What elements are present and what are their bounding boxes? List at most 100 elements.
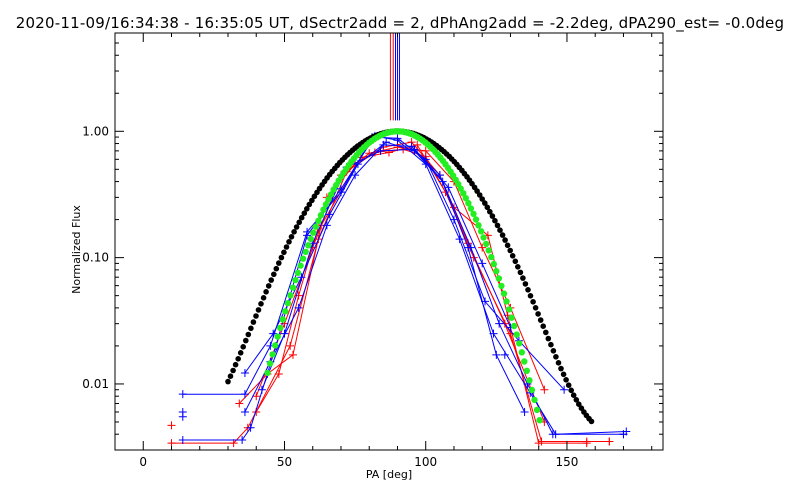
x-tick-label: 0 bbox=[139, 455, 147, 469]
black-fit-dot-21 bbox=[278, 254, 285, 261]
green-fit-dot-102 bbox=[523, 367, 530, 374]
green-fit-dot-12 bbox=[294, 269, 302, 276]
data-point-blue-2-1 bbox=[238, 435, 247, 444]
black-fit-dot-122 bbox=[535, 311, 541, 317]
black-fit-dot-19 bbox=[273, 265, 280, 272]
data-point-blue-4-2 bbox=[294, 303, 303, 312]
black-fit-dot-110 bbox=[504, 242, 511, 249]
vertical-markers-layer bbox=[389, 33, 400, 121]
green-fit-dot-77 bbox=[460, 190, 467, 197]
green-fit-dot-16 bbox=[305, 242, 312, 249]
black-fit-dot-127 bbox=[548, 341, 554, 348]
green-fit-dot-79 bbox=[465, 200, 472, 207]
black-fit-dot-28 bbox=[296, 219, 303, 226]
black-fit-dot-1 bbox=[227, 373, 234, 380]
green-fit-dot-2 bbox=[269, 351, 276, 358]
green-fit-dot-83 bbox=[475, 222, 482, 229]
green-fit-dot-15 bbox=[302, 248, 309, 256]
black-fit-dot-33 bbox=[309, 197, 315, 204]
green-fit-dot-22 bbox=[320, 206, 327, 213]
black-fit-dot-132 bbox=[560, 371, 567, 378]
black-fit-dot-115 bbox=[517, 269, 524, 276]
green-fit-dot-76 bbox=[457, 185, 464, 192]
green-fit-dot-78 bbox=[462, 195, 469, 202]
data-point-red-1-0 bbox=[167, 439, 176, 448]
data-point-blue-5-4 bbox=[376, 146, 385, 155]
black-fit-dot-16 bbox=[265, 283, 272, 289]
black-fit-dot-108 bbox=[499, 232, 506, 238]
green-fit-dot-18 bbox=[310, 229, 317, 236]
data-point-blue-5-7 bbox=[478, 259, 487, 268]
black-fit-dot-118 bbox=[525, 287, 531, 293]
black-fit-dot-99 bbox=[476, 192, 483, 198]
black-fit-dot-15 bbox=[263, 289, 269, 295]
green-fit-dot-4 bbox=[274, 333, 281, 340]
green-fit-dot-13 bbox=[297, 262, 304, 269]
stray-point-1-3 bbox=[619, 430, 628, 439]
black-fit-dot-104 bbox=[489, 213, 496, 219]
black-fit-dot-14 bbox=[260, 295, 267, 301]
green-fit-dot-91 bbox=[495, 275, 503, 282]
series-line-blue-2 bbox=[182, 135, 627, 441]
green-fit-dot-80 bbox=[467, 205, 475, 212]
black-fit-dot-11 bbox=[253, 313, 259, 319]
green-fit-dot-96 bbox=[508, 314, 515, 321]
green-fit-dot-20 bbox=[315, 217, 322, 224]
axes-layer: 0 50 100 150 0.01 0.10 1.00 bbox=[82, 32, 664, 469]
stray-point-0-2 bbox=[605, 437, 614, 446]
black-fit-dot-26 bbox=[291, 229, 297, 235]
green-fit-dot-92 bbox=[498, 282, 505, 290]
green-fit-dot-7 bbox=[282, 308, 289, 315]
green-fit-dot-101 bbox=[521, 358, 528, 365]
data-point-blue-5-1 bbox=[280, 329, 289, 338]
data-point-red-2-2 bbox=[288, 350, 297, 359]
green-fit-dot-1 bbox=[266, 360, 274, 367]
series-line-red-2 bbox=[238, 144, 610, 442]
black-fit-dot-103 bbox=[487, 208, 493, 215]
green-fit-dot-106 bbox=[533, 406, 541, 414]
data-point-red-3-1 bbox=[274, 369, 283, 378]
black-fit-dot-101 bbox=[482, 200, 488, 206]
green-fit-dot-89 bbox=[490, 260, 497, 268]
black-fit-dot-124 bbox=[540, 323, 546, 330]
green-fit-dot-93 bbox=[500, 290, 508, 297]
data-point-blue-2-4 bbox=[303, 231, 312, 240]
green-fit-dot-84 bbox=[477, 228, 485, 235]
black-fit-dot-136 bbox=[570, 392, 577, 399]
black-fit-dot-138 bbox=[576, 401, 582, 408]
data-point-blue-2-0 bbox=[178, 435, 187, 444]
black-fit-dot-27 bbox=[293, 224, 300, 230]
green-fit-dot-88 bbox=[488, 253, 495, 261]
data-point-blue-4-8 bbox=[464, 243, 473, 252]
series-line-red-1 bbox=[171, 148, 587, 444]
black-fit-dot-7 bbox=[243, 337, 249, 344]
data-point-blue-1-0 bbox=[178, 390, 187, 399]
series-line-blue-3 bbox=[244, 141, 624, 435]
black-fit-dot-10 bbox=[250, 319, 257, 325]
black-fit-dot-112 bbox=[509, 253, 516, 259]
green-fit-dot-100 bbox=[518, 349, 525, 356]
green-fit-dot-14 bbox=[299, 255, 307, 262]
black-fit-dot-117 bbox=[522, 281, 529, 287]
data-point-red-4-8 bbox=[478, 243, 487, 252]
green-fit-dot-8 bbox=[284, 300, 292, 307]
data-point-blue-5-6 bbox=[444, 183, 453, 192]
black-fit-dot-116 bbox=[520, 275, 526, 281]
stray-point-1-1 bbox=[178, 407, 187, 416]
black-fit-dot-119 bbox=[527, 293, 534, 299]
green-fit-dot-94 bbox=[503, 298, 510, 305]
green-fit-dot-98 bbox=[513, 331, 520, 338]
green-fit-dot-97 bbox=[510, 322, 518, 330]
data-point-red-1-3 bbox=[286, 341, 295, 350]
data-point-blue-5-5 bbox=[410, 145, 419, 154]
black-fit-dot-20 bbox=[276, 260, 282, 266]
black-fit-dot-111 bbox=[507, 247, 513, 254]
data-point-red-2-0 bbox=[235, 399, 244, 408]
data-point-blue-4-10 bbox=[520, 407, 529, 416]
black-fit-dot-130 bbox=[555, 360, 562, 366]
data-point-red-2-5 bbox=[385, 148, 393, 157]
black-fit-dot-121 bbox=[532, 305, 539, 311]
black-fit-dot-131 bbox=[558, 365, 564, 372]
green-fit-dot-104 bbox=[528, 386, 536, 394]
data-point-blue-1-11 bbox=[560, 385, 569, 394]
